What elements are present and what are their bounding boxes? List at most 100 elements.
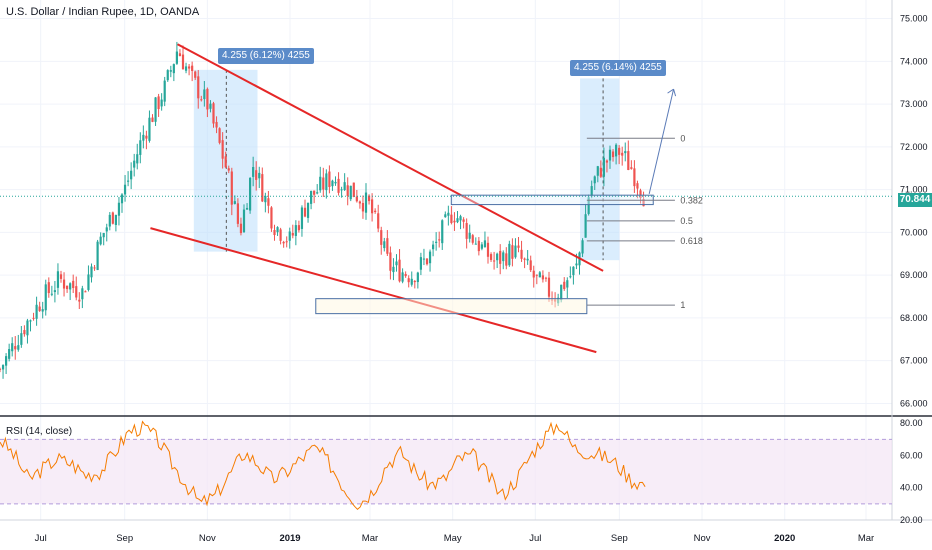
wedge-lower-line xyxy=(150,227,597,354)
candle-body xyxy=(233,201,236,204)
candle-body xyxy=(367,195,371,202)
candle-body xyxy=(35,304,38,319)
candle-body xyxy=(279,229,282,241)
candle-body xyxy=(154,97,157,122)
candle-body xyxy=(535,274,538,276)
candle-body xyxy=(346,185,349,196)
candle-body xyxy=(581,240,584,254)
candle-body xyxy=(230,171,233,205)
candle-body xyxy=(419,257,422,270)
candle-body xyxy=(544,277,548,279)
candle-body xyxy=(285,241,288,243)
candle-body xyxy=(224,156,227,168)
x-tick-label: May xyxy=(444,533,462,544)
candle-body xyxy=(361,203,365,212)
candle-body xyxy=(520,249,523,259)
y-tick-label: 74.000 xyxy=(900,56,928,66)
candle-body xyxy=(316,192,319,194)
candle-body xyxy=(633,168,636,187)
candle-body xyxy=(584,214,587,238)
candle-body xyxy=(566,280,569,288)
candle-body xyxy=(50,293,53,295)
candle-body xyxy=(117,202,121,216)
rsi-band-fill xyxy=(0,439,892,504)
candle-body xyxy=(294,225,297,236)
candle-body xyxy=(157,96,160,110)
candle-body xyxy=(148,117,151,141)
candle-body xyxy=(340,189,343,191)
candle-body xyxy=(169,70,172,72)
candle-body xyxy=(374,210,377,212)
candle-body xyxy=(615,144,618,157)
candle-body xyxy=(499,250,502,264)
candle-body xyxy=(108,214,111,227)
measure-boxes xyxy=(193,69,620,261)
candle-body xyxy=(291,233,294,236)
measure-label-left: 4.255 (6.12%) 4255 xyxy=(218,48,314,64)
candle-body xyxy=(17,345,20,350)
candle-body xyxy=(72,280,75,289)
support-box xyxy=(315,298,588,315)
candle-body xyxy=(541,275,544,280)
candle-body xyxy=(227,168,230,171)
y-tick-label: 66.000 xyxy=(900,398,928,408)
candle-body xyxy=(178,53,182,57)
candle-body xyxy=(349,185,352,200)
candle-body xyxy=(502,252,505,262)
candle-body xyxy=(96,241,99,271)
candle-body xyxy=(621,152,624,156)
candle-body xyxy=(432,244,435,250)
candle-body xyxy=(111,212,114,224)
candle-body xyxy=(209,103,212,109)
candle-body xyxy=(212,103,215,124)
candle-body xyxy=(401,272,404,282)
candle-body xyxy=(163,80,166,102)
candle-body xyxy=(505,253,508,266)
candle-body xyxy=(392,266,395,273)
candle-body xyxy=(371,199,374,214)
candle-body xyxy=(444,214,447,218)
candle-body xyxy=(188,66,191,69)
candle-body xyxy=(364,192,368,213)
chart-title: U.S. Dollar / Indian Rupee, 1D, OANDA xyxy=(6,6,200,18)
candle-body xyxy=(587,197,590,214)
measure-label-right: 4.255 (6.14%) 4255 xyxy=(570,60,666,76)
candle-body xyxy=(23,330,26,335)
candle-body xyxy=(334,181,337,184)
candle-body xyxy=(337,178,340,193)
x-tick-label: 2020 xyxy=(774,533,795,544)
candle-body xyxy=(194,71,197,78)
x-tick-label: Jul xyxy=(529,533,541,544)
rsi-pane xyxy=(0,420,892,510)
candle-body xyxy=(261,174,264,202)
candle-body xyxy=(310,190,313,204)
candle-body xyxy=(389,252,392,271)
candle-body xyxy=(560,284,563,301)
candle-body xyxy=(206,88,209,110)
candle-body xyxy=(328,171,331,188)
candle-body xyxy=(258,172,261,179)
candle-body xyxy=(322,177,325,190)
candle-body xyxy=(496,253,499,261)
candle-body xyxy=(84,291,87,293)
candle-body xyxy=(273,230,276,236)
candle-body xyxy=(416,272,419,283)
candle-body xyxy=(483,240,487,248)
x-tick-label: Mar xyxy=(362,533,378,544)
candle-body xyxy=(425,258,429,265)
candle-body xyxy=(297,225,300,231)
candle-body xyxy=(355,196,358,202)
candle-body xyxy=(325,173,328,191)
candle-body xyxy=(38,306,41,311)
candle-body xyxy=(133,160,136,168)
candle-body xyxy=(62,279,66,289)
candle-body xyxy=(267,198,270,206)
y-axis[interactable]: 66.000 67.000 68.000 69.000 70.000 71.000 72.0… xyxy=(900,14,928,525)
candle-body xyxy=(508,243,511,266)
fib-level-label: 0.382 xyxy=(680,195,703,205)
candle-body xyxy=(26,320,29,336)
candle-body xyxy=(572,266,575,276)
candle-body xyxy=(99,236,102,245)
x-axis[interactable]: Jul Sep Nov 2019 Mar May Jul Sep Nov 2020 Mar xyxy=(35,533,875,544)
candle-body xyxy=(270,207,273,229)
